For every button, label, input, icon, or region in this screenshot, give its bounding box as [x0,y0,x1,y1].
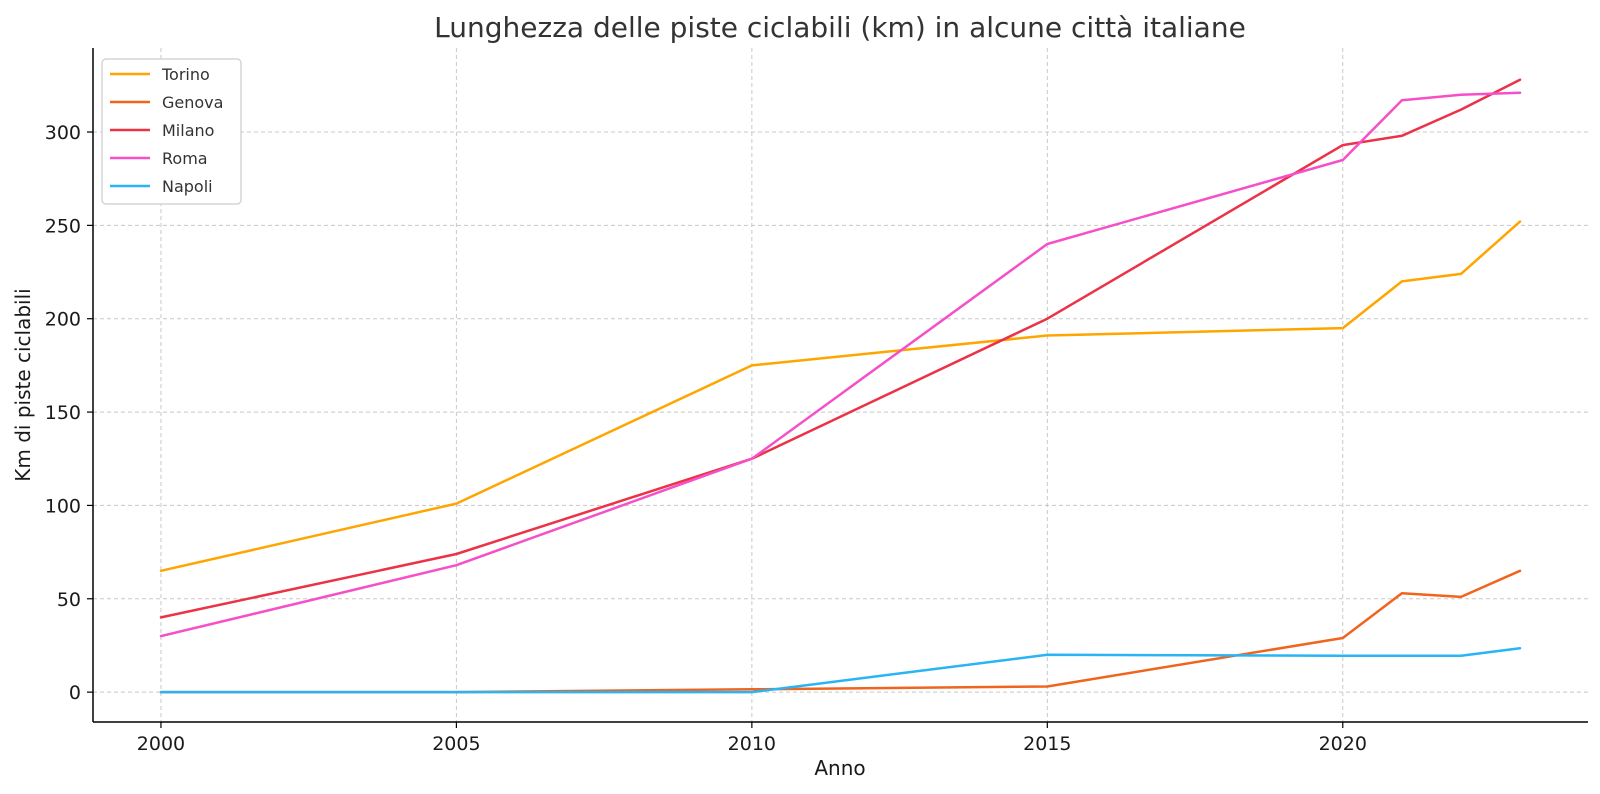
series-lines [159,78,1522,694]
x-tick-label: 2010 [728,733,776,755]
legend-label-napoli: Napoli [162,177,213,196]
legend-box [101,58,242,205]
legend: Torino Genova Milano Roma Napoli [101,58,242,205]
x-axis-title: Anno [814,756,865,780]
series-line-torino [159,220,1522,573]
y-tick-label: 250 [45,215,81,237]
series-line-genova [159,569,1522,694]
x-tick-label: 2005 [432,733,480,755]
y-tick-label: 300 [45,122,81,144]
series-line-roma [159,91,1522,638]
y-tick-label: 0 [69,682,81,704]
y-tick-label: 200 [45,309,81,331]
legend-label-milano: Milano [162,121,214,140]
legend-items: Torino Genova Milano Roma Napoli [110,65,223,196]
series-line-milano [159,78,1522,619]
y-tick-label: 100 [45,495,81,517]
y-axis-title: Km di piste ciclabili [11,288,35,481]
legend-label-genova: Genova [162,93,223,112]
y-tick-label: 150 [45,402,81,424]
x-tick-label: 2000 [137,733,185,755]
x-tick-label: 2015 [1023,733,1071,755]
chart-title: Lunghezza delle piste ciclabili (km) in … [434,11,1246,44]
ticks: 2000 2005 2010 2015 2020 0 50 100 150 200 250 300 [45,122,1367,755]
x-tick-label: 2020 [1319,733,1367,755]
axes [92,48,1588,723]
legend-label-roma: Roma [162,149,208,168]
legend-label-torino: Torino [161,65,210,84]
y-tick-label: 50 [57,589,81,611]
series-line-napoli [159,647,1522,694]
